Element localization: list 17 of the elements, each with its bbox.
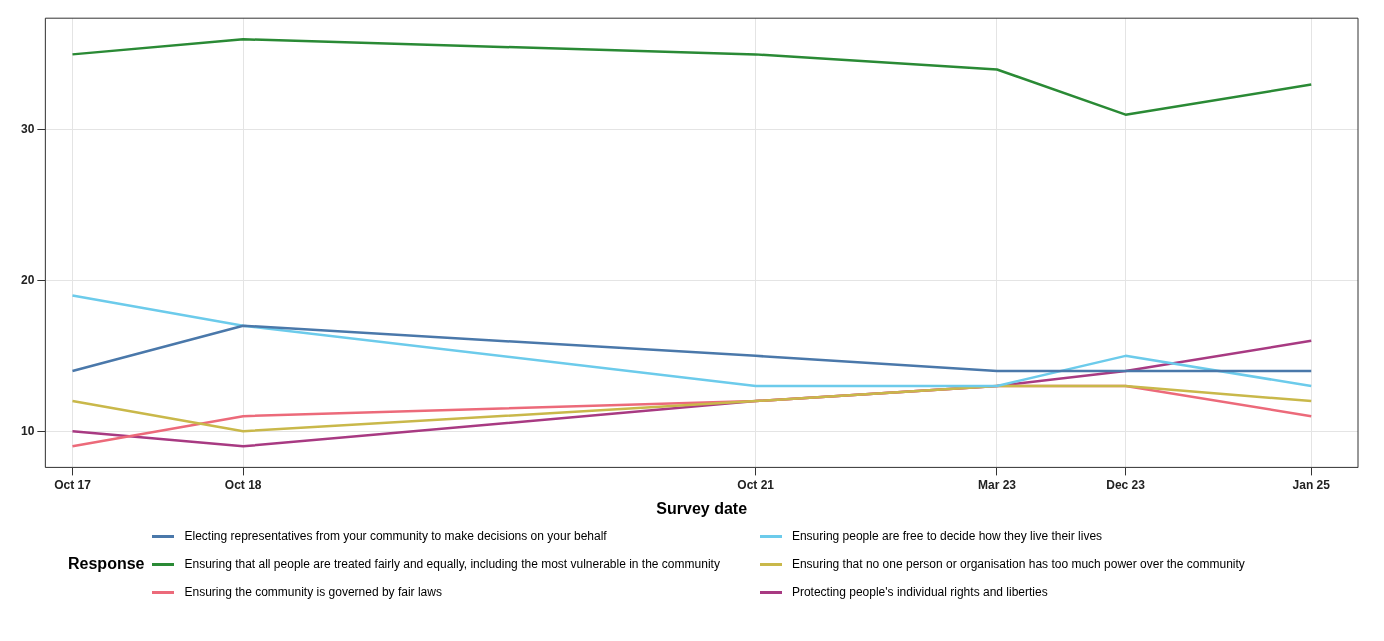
x-axis-title: Survey date	[656, 499, 748, 517]
legend-label: Ensuring the community is governed by fair laws	[184, 585, 442, 599]
legend-label: Electing representatives from your community to make decisions on your behalf	[184, 529, 607, 543]
legend-label: Ensuring that all people are treated fairly and equally, including the most vulnerable in the community	[184, 557, 720, 571]
y-tick-label: 20	[20, 272, 35, 287]
x-tick-label: Oct 21	[737, 477, 775, 492]
x-tick-label: Jan 25	[1292, 477, 1331, 492]
legend-title: Response	[68, 555, 145, 573]
y-tick-label: 30	[20, 122, 35, 137]
legend-label: Protecting people's individual rights and liberties	[791, 585, 1048, 599]
y-tick-label: 10	[20, 423, 35, 438]
x-tick-label: Oct 18	[224, 477, 262, 492]
x-tick-label: Mar 23	[977, 477, 1017, 492]
x-tick-label: Dec 23	[1106, 477, 1146, 492]
legend-label: Ensuring people are free to decide how they live their lives	[791, 529, 1103, 543]
legend-label: Ensuring that no one person or organisation has too much power over the community	[791, 557, 1245, 571]
x-tick-label: Oct 17	[54, 477, 92, 492]
